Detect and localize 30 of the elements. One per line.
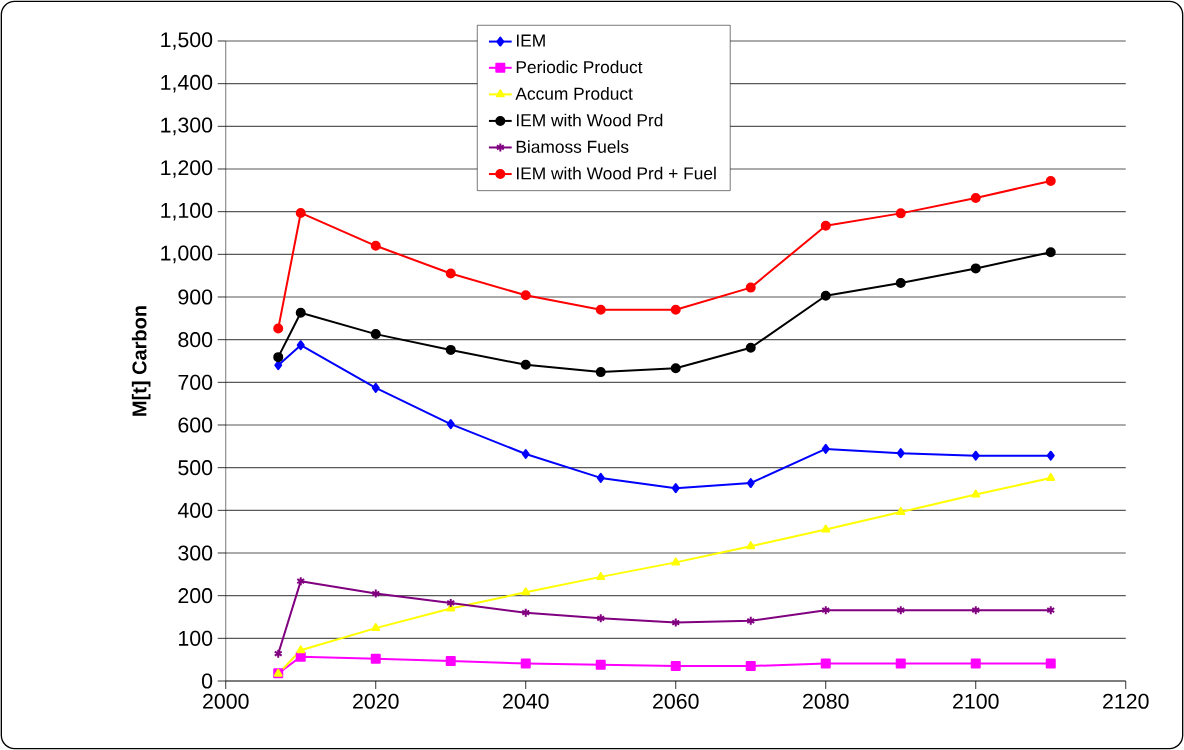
legend-label: Biamoss Fuels xyxy=(516,140,629,153)
y-tick-label: 700 xyxy=(178,374,213,390)
y-tick-label: 1,500 xyxy=(161,32,213,50)
y-tick-label: 900 xyxy=(178,289,213,305)
y-tick-label: 300 xyxy=(178,545,213,561)
legend-label: IEM xyxy=(516,34,545,47)
x-tick-label: 2000 xyxy=(203,693,249,709)
x-tick-label: 2120 xyxy=(1103,693,1149,709)
y-tick-label: 1,000 xyxy=(161,245,213,264)
y-axis-title: M[t] Carbon xyxy=(131,306,151,416)
legend-label: Accum Product xyxy=(515,87,633,100)
x-tick-label: 2080 xyxy=(803,693,849,709)
legend-label: IEM with Wood Prd + Fuel xyxy=(516,166,716,180)
y-tick-label: 1,100 xyxy=(161,202,213,221)
x-tick-label: 2020 xyxy=(353,693,399,709)
y-tick-label: 100 xyxy=(179,630,213,646)
legend-label: Periodic Product xyxy=(516,60,643,74)
y-tick-label: 1,300 xyxy=(161,117,213,136)
y-tick-label: 800 xyxy=(178,332,213,348)
y-tick-label: 400 xyxy=(177,502,213,518)
y-tick-label: 500 xyxy=(178,460,213,476)
y-tick-label: 200 xyxy=(178,588,213,604)
x-tick-label: 2040 xyxy=(503,693,549,709)
y-tick-label: 1,400 xyxy=(161,74,213,93)
y-tick-label: 0 xyxy=(202,673,213,689)
y-tick-label: 1,200 xyxy=(161,160,213,178)
x-tick-label: 2100 xyxy=(953,693,999,709)
y-tick-label: 600 xyxy=(178,417,213,433)
legend-label: IEM with Wood Prd xyxy=(516,113,663,127)
x-tick-label: 2060 xyxy=(653,693,699,709)
